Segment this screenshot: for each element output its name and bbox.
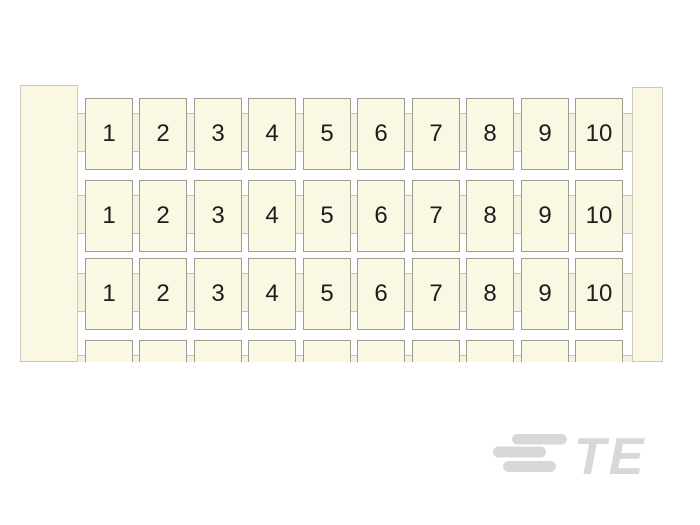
marker-cell: 5	[303, 258, 351, 330]
marker-cell: 10	[575, 98, 623, 170]
marker-cell-number: 3	[211, 202, 225, 229]
marker-cell	[521, 340, 569, 362]
marker-cell: 1	[85, 98, 133, 170]
marker-cell: 3	[194, 258, 242, 330]
left-end-rail	[20, 85, 78, 362]
marker-cell	[85, 340, 133, 362]
te-connectivity-logo: TE	[493, 428, 646, 480]
marker-cell-number: 3	[211, 280, 225, 307]
marker-cell-number: 8	[483, 280, 497, 307]
marker-cell-number: 6	[374, 280, 388, 307]
marker-cell: 2	[139, 180, 187, 252]
marker-cell: 9	[521, 258, 569, 330]
marker-cell-number: 2	[156, 280, 170, 307]
marker-cell	[466, 340, 514, 362]
marker-cell-number: 7	[429, 120, 443, 147]
marker-cell: 6	[357, 258, 405, 330]
carrier-tab-strip	[74, 355, 634, 362]
marker-cell-number: 8	[483, 202, 497, 229]
marker-cell-number: 9	[538, 280, 552, 307]
marker-cell	[412, 340, 460, 362]
te-logo-symbol	[493, 434, 567, 472]
marker-cell	[575, 340, 623, 362]
marker-cell-number: 9	[538, 202, 552, 229]
marker-cell	[248, 340, 296, 362]
marker-cell: 7	[412, 180, 460, 252]
marker-cell-number: 4	[265, 202, 279, 229]
marker-cell	[194, 340, 242, 362]
marker-cell-number: 5	[320, 120, 334, 147]
marker-cell-number: 5	[320, 280, 334, 307]
marker-cell: 1	[85, 258, 133, 330]
marker-cell-number: 6	[374, 120, 388, 147]
marker-cell: 10	[575, 180, 623, 252]
marker-cell: 7	[412, 98, 460, 170]
marker-cell-number: 9	[538, 120, 552, 147]
marker-cell-number: 4	[265, 120, 279, 147]
marker-cell: 9	[521, 180, 569, 252]
marker-cell-number: 6	[374, 202, 388, 229]
marker-cell-number: 1	[102, 202, 116, 229]
marker-cell-number: 10	[585, 202, 613, 229]
marker-cell-number: 5	[320, 202, 334, 229]
marker-cell-number: 10	[585, 280, 613, 307]
marker-cell: 10	[575, 258, 623, 330]
marker-cell: 5	[303, 98, 351, 170]
marker-cell: 2	[139, 98, 187, 170]
marker-cell: 7	[412, 258, 460, 330]
marker-cell-number: 1	[102, 120, 116, 147]
marker-cell-number: 10	[585, 120, 613, 147]
te-logo-text: TE	[574, 428, 646, 480]
marker-cell-number: 4	[265, 280, 279, 307]
marker-cell: 9	[521, 98, 569, 170]
marker-cell: 5	[303, 180, 351, 252]
marker-cell: 3	[194, 98, 242, 170]
marker-cell: 4	[248, 180, 296, 252]
marker-cell	[303, 340, 351, 362]
marker-cell: 6	[357, 180, 405, 252]
marker-cell: 2	[139, 258, 187, 330]
marker-cell-number: 7	[429, 280, 443, 307]
marker-cell-number: 1	[102, 280, 116, 307]
marker-cell: 8	[466, 98, 514, 170]
marker-cell-number: 2	[156, 202, 170, 229]
marker-cell: 1	[85, 180, 133, 252]
marker-cell-number: 7	[429, 202, 443, 229]
marker-cell: 4	[248, 98, 296, 170]
marker-cell	[357, 340, 405, 362]
marker-cell-number: 2	[156, 120, 170, 147]
marker-cell-number: 3	[211, 120, 225, 147]
marker-cell: 3	[194, 180, 242, 252]
right-end-rail	[632, 87, 663, 362]
marker-cell: 8	[466, 180, 514, 252]
marker-cell	[139, 340, 187, 362]
marker-strip-photo: 1 2 3 4 5 6 7 8 9 10 1 2 3 4 5 6 7 8 9 10 1 2 3 4 5 6 7 8 9 10	[20, 85, 663, 362]
marker-cell: 6	[357, 98, 405, 170]
marker-cell: 4	[248, 258, 296, 330]
marker-cell: 8	[466, 258, 514, 330]
marker-cell-number: 8	[483, 120, 497, 147]
